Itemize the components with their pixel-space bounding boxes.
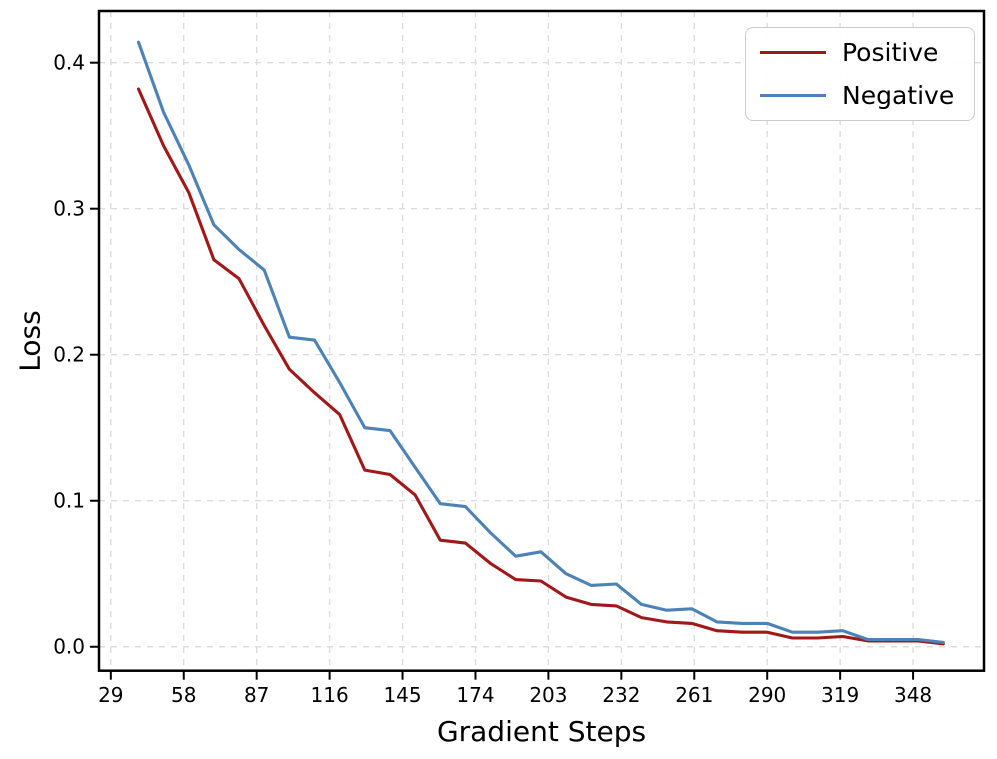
x-tick-label: 116	[311, 683, 349, 707]
legend: Positive Negative	[745, 27, 975, 121]
y-axis-label: Loss	[13, 310, 47, 372]
legend-line-negative	[760, 93, 826, 97]
legend-label-positive: Positive	[842, 38, 939, 67]
x-tick-label: 203	[529, 683, 567, 707]
x-tick-label: 29	[98, 683, 123, 707]
series-line-negative	[136, 40, 945, 644]
y-tick-label: 0.0	[53, 634, 85, 658]
x-tick-label: 261	[675, 683, 713, 707]
x-tick-label: 145	[383, 683, 421, 707]
x-tick-label: 232	[602, 683, 640, 707]
legend-line-positive	[760, 51, 826, 55]
legend-item-negative: Negative	[760, 80, 960, 110]
y-tick-label: 0.3	[53, 196, 85, 220]
series-line-positive	[136, 87, 945, 646]
plot-border	[97, 9, 986, 672]
x-tick-label: 58	[171, 683, 196, 707]
x-tick-label: 290	[748, 683, 786, 707]
x-tick-label: 87	[244, 683, 269, 707]
legend-label-negative: Negative	[842, 80, 955, 110]
tick-labels: 29 58 87 116 145 174 203 232 261 290 319 348 0.0 0.1 0…	[53, 50, 932, 707]
series-lines	[136, 40, 945, 646]
axis-ticks	[90, 61, 915, 680]
x-tick-label: 319	[821, 683, 859, 707]
y-tick-label: 0.2	[53, 342, 85, 366]
y-tick-label: 0.4	[53, 50, 85, 74]
x-tick-label: 348	[894, 683, 932, 707]
y-tick-label: 0.1	[53, 488, 85, 512]
x-tick-label: 174	[456, 683, 494, 707]
legend-item-positive: Positive	[760, 39, 960, 67]
x-axis-label: Gradient Steps	[436, 715, 647, 748]
